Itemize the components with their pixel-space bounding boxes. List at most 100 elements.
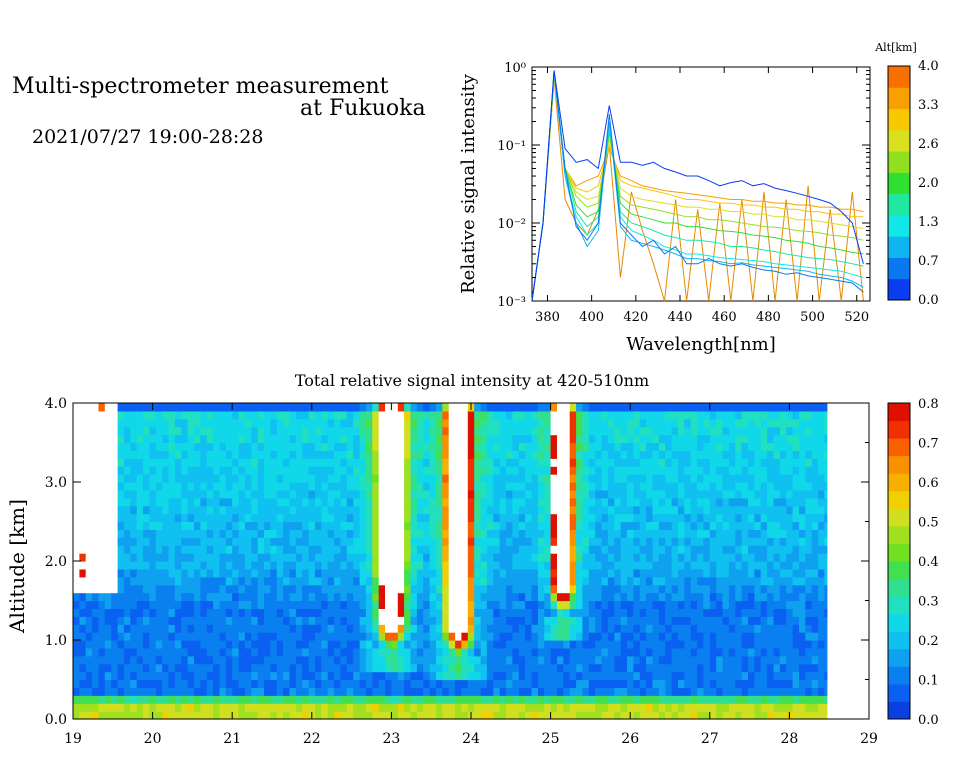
heatmap-cell <box>601 616 609 625</box>
heatmap-cell <box>639 426 647 436</box>
heatmap-cell <box>824 474 828 483</box>
heatmap-cell <box>792 663 800 673</box>
heatmap-cell <box>646 711 654 720</box>
heatmap-cell <box>79 647 87 657</box>
heatmap-cell <box>569 624 577 633</box>
heatmap-cell <box>607 663 615 673</box>
heatmap-cell <box>206 513 214 523</box>
heatmap-cell <box>671 679 679 688</box>
heatmap-cell <box>716 529 724 538</box>
heatmap-cell <box>525 442 533 451</box>
heatmap-cell <box>614 474 622 483</box>
heatmap-cell <box>493 600 501 609</box>
heatmap-cell <box>130 505 138 515</box>
heatmap-cell <box>270 458 278 467</box>
heatmap-cell <box>646 616 654 625</box>
heatmap-cell <box>455 671 463 681</box>
heatmap-cell <box>614 640 622 649</box>
heatmap-cell <box>799 458 806 467</box>
heatmap-cell <box>595 608 603 617</box>
heatmap-cell <box>149 410 157 420</box>
heatmap-cell <box>264 505 271 515</box>
heatmap-cell <box>327 616 335 625</box>
heatmap-cell <box>773 458 781 467</box>
heatmap-cell <box>442 418 450 428</box>
heatmap-cell <box>321 655 329 665</box>
heatmap-cell <box>557 561 564 570</box>
heatmap-cell <box>264 584 271 594</box>
heatmap-cell <box>735 466 743 475</box>
heatmap-cell <box>665 711 673 720</box>
heatmap-cell <box>251 513 259 523</box>
heatmap-cell <box>735 474 743 483</box>
heatmap-cell <box>136 434 144 444</box>
heatmap-cell <box>289 513 297 523</box>
heatmap-cell <box>461 458 469 467</box>
heatmap-cell <box>378 466 386 475</box>
heatmap-cell <box>404 592 412 602</box>
heatmap-cell <box>149 584 157 594</box>
heatmap-cell <box>563 450 571 459</box>
heatmap-cell <box>633 426 641 436</box>
heatmap-cell <box>365 505 373 515</box>
heatmap-cell <box>187 442 195 451</box>
heatmap-cell <box>767 592 775 602</box>
heatmap-cell <box>302 655 310 665</box>
heatmap-cell <box>416 561 424 570</box>
heatmap-cell <box>194 497 201 507</box>
heatmap-cell <box>684 671 692 681</box>
heatmap-cell <box>678 679 685 688</box>
heatmap-cell <box>85 671 93 681</box>
heatmap-cell <box>98 711 106 720</box>
heatmap-cell <box>537 561 545 570</box>
heatmap-cell <box>340 497 348 507</box>
heatmap-cell <box>671 497 679 507</box>
heatmap-cell <box>735 403 743 412</box>
heatmap-cell <box>79 640 87 649</box>
heatmap-cell <box>225 466 233 475</box>
heatmap-cell <box>563 663 571 673</box>
heatmap-cell <box>735 663 743 673</box>
heatmap-cell <box>136 600 144 609</box>
heatmap-cell <box>818 584 826 594</box>
heatmap-cell <box>550 545 558 554</box>
heatmap-cell <box>187 687 195 696</box>
heatmap-cell <box>85 418 93 428</box>
heatmap-cell <box>525 497 533 507</box>
heatmap-cell <box>633 687 641 696</box>
heatmap-cell <box>194 489 201 499</box>
heatmap-cell <box>652 711 660 720</box>
heatmap-cell <box>423 647 431 657</box>
heatmap-cell <box>219 545 227 554</box>
heatmap-cell <box>799 410 806 420</box>
heatmap-cell <box>499 474 507 483</box>
heatmap-cell <box>646 474 654 483</box>
heatmap-cell <box>480 576 488 586</box>
heatmap-cell <box>130 403 138 412</box>
heatmap-cell <box>238 600 246 609</box>
heatmap-cell <box>767 403 775 412</box>
heatmap-cell <box>582 482 590 491</box>
intensity-colorbar-band <box>888 683 910 702</box>
heatmap-cell <box>174 458 182 467</box>
heatmap-cell <box>92 600 100 609</box>
heatmap-cell <box>588 521 596 530</box>
heatmap-cell <box>779 482 787 491</box>
heatmap-cell <box>773 497 781 507</box>
heatmap-cell <box>614 568 622 578</box>
heatmap-cell <box>111 608 119 617</box>
heatmap-cell <box>289 418 297 428</box>
heatmap-cell <box>639 545 647 554</box>
heatmap-cell <box>595 458 603 467</box>
heatmap-cell <box>257 576 265 586</box>
heatmap-cell <box>722 403 730 412</box>
heatmap-cell <box>741 418 749 428</box>
heatmap-cell <box>474 489 482 499</box>
heatmap-cell <box>728 568 736 578</box>
heatmap-cell <box>576 584 584 594</box>
heatmap-cell <box>537 403 545 412</box>
heatmap-cell <box>531 600 539 609</box>
heatmap-cell <box>174 521 182 530</box>
heatmap-cell <box>709 434 717 444</box>
heatmap-cell <box>155 450 163 459</box>
